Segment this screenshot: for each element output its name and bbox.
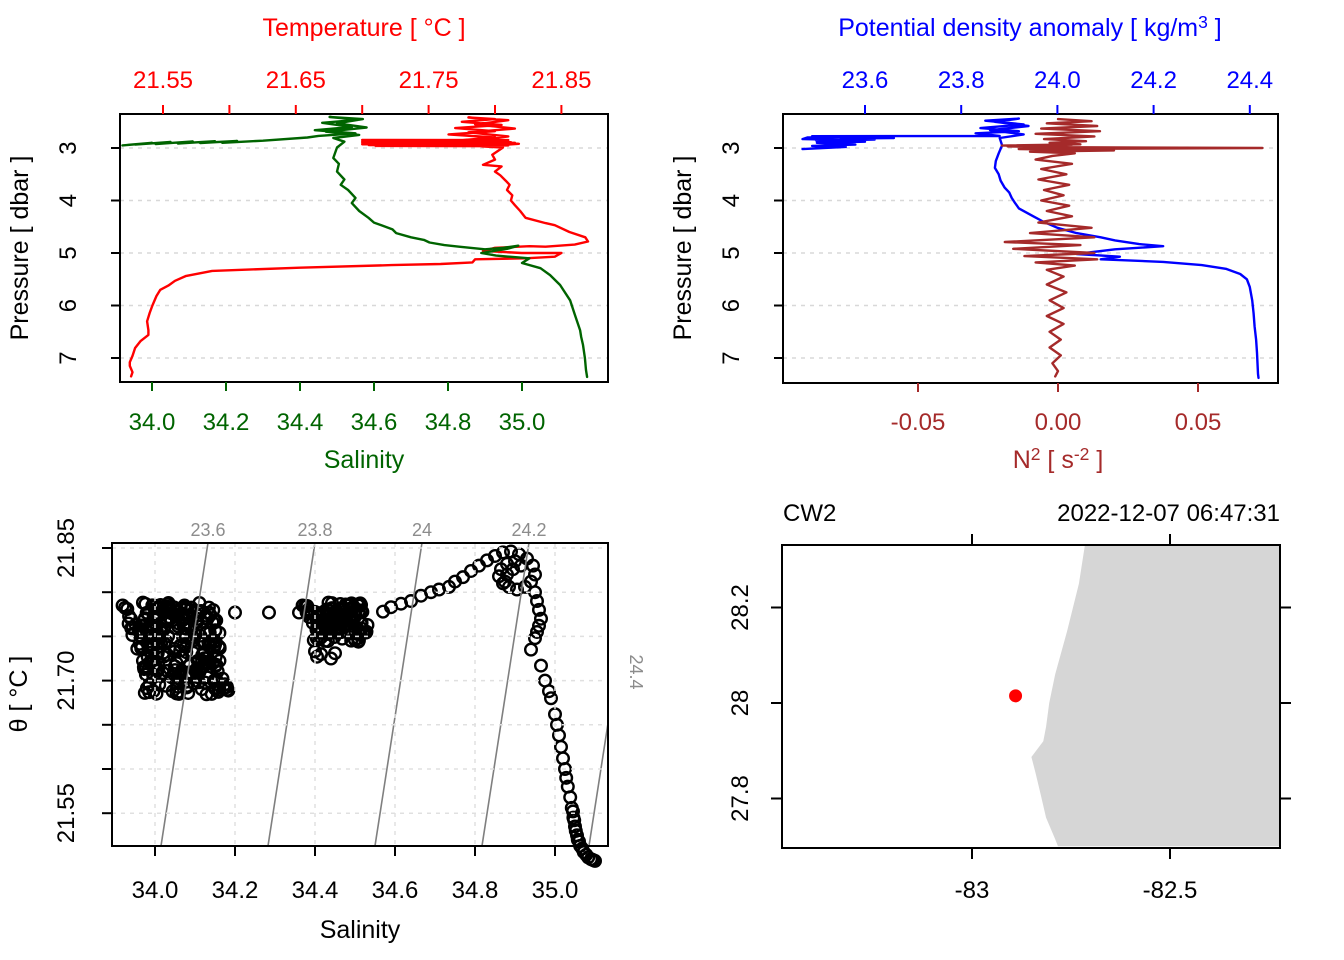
density-profile <box>801 117 1260 380</box>
svg-text:23.8: 23.8 <box>938 67 985 94</box>
svg-text:Pressure [ dbar ]: Pressure [ dbar ] <box>6 156 34 341</box>
n2-profile <box>1000 117 1264 378</box>
svg-text:24.4: 24.4 <box>626 654 646 689</box>
profile-density-n2: 23.6 23.8 24.0 24.2 24.4 -0.05 0.00 0.05 3 4 5 6 7 Po… <box>669 12 1279 474</box>
station-map: -83 -82.5 28.2 28 27.8 CW2 2022-12-07 06:47:31 <box>727 500 1291 904</box>
svg-text:-82.5: -82.5 <box>1143 877 1198 904</box>
svg-text:CW2: CW2 <box>783 500 836 527</box>
svg-text:21.55: 21.55 <box>133 67 193 94</box>
isopycnal-contours <box>160 543 608 846</box>
svg-text:Temperature [ °C ]: Temperature [ °C ] <box>262 14 465 42</box>
svg-text:34.8: 34.8 <box>425 409 472 436</box>
ts-diagram-axis-left: 21.85 21.70 21.55 <box>53 518 112 843</box>
svg-text:24.2: 24.2 <box>511 520 546 540</box>
ts-diagram: 23.6 23.8 24 24.2 24.4 34.0 34.2 34.4 34.6 34.8 35… <box>5 518 646 944</box>
svg-text:34.6: 34.6 <box>372 877 419 904</box>
svg-text:35.0: 35.0 <box>499 409 546 436</box>
svg-text:Salinity: Salinity <box>324 446 405 474</box>
svg-text:0.00: 0.00 <box>1035 409 1082 436</box>
svg-text:21.85: 21.85 <box>53 518 80 578</box>
svg-text:Potential density anomaly [ kg: Potential density anomaly [ kg/m3​ ] <box>838 12 1222 42</box>
land-polygon <box>1031 545 1281 847</box>
svg-text:34.4: 34.4 <box>277 409 324 436</box>
panel-border <box>781 544 1281 849</box>
temperature-profile <box>128 116 590 378</box>
station-map-axis-bottom: -83 -82.5 <box>955 848 1198 904</box>
profile-temperature-salinity-axis-bottom: 34.0 34.2 34.4 34.6 34.8 35.0 <box>129 382 546 436</box>
profile-temperature-salinity-axis-left: 3 4 5 6 7 <box>55 141 120 365</box>
svg-text:2022-12-07 06:47:31: 2022-12-07 06:47:31 <box>1057 500 1280 527</box>
svg-text:34.2: 34.2 <box>212 877 259 904</box>
svg-text:23.8: 23.8 <box>297 520 332 540</box>
svg-text:34.0: 34.0 <box>129 409 176 436</box>
svg-text:34.0: 34.0 <box>132 877 179 904</box>
ts-points <box>201 544 603 868</box>
profile-density-n2-axis-top: 23.6 23.8 24.0 24.2 24.4 <box>842 67 1273 114</box>
svg-text:21.65: 21.65 <box>266 67 326 94</box>
svg-text:24.2: 24.2 <box>1130 67 1177 94</box>
profile-density-n2-axis-bottom: -0.05 0.00 0.05 <box>891 383 1222 436</box>
station-dot <box>1009 689 1023 703</box>
ts-diagram-axis-bottom: 34.0 34.2 34.4 34.6 34.8 35.0 <box>132 846 579 904</box>
svg-text:24.0: 24.0 <box>1034 67 1081 94</box>
svg-text:5: 5 <box>718 246 745 259</box>
svg-text:-0.05: -0.05 <box>891 409 946 436</box>
svg-text:23.6: 23.6 <box>190 520 225 540</box>
svg-text:0.05: 0.05 <box>1175 409 1222 436</box>
profile-temperature-salinity: 21.55 21.65 21.75 21.85 34.0 34.2 34.4 34.6 34.8… <box>6 14 609 474</box>
svg-text:34.2: 34.2 <box>203 409 250 436</box>
salinity-profile <box>121 115 589 379</box>
svg-text:24: 24 <box>412 520 432 540</box>
svg-text:28: 28 <box>727 690 754 717</box>
svg-text:7: 7 <box>55 351 82 364</box>
svg-text:5: 5 <box>55 246 82 259</box>
svg-text:28.2: 28.2 <box>727 584 754 631</box>
station-map-axis-top <box>971 534 1171 545</box>
svg-text:6: 6 <box>55 299 82 312</box>
svg-text:Salinity: Salinity <box>320 916 401 944</box>
svg-text:21.55: 21.55 <box>53 783 80 843</box>
svg-text:27.8: 27.8 <box>727 775 754 822</box>
panel-border <box>119 113 609 383</box>
svg-text:3: 3 <box>55 141 82 154</box>
svg-text:21.75: 21.75 <box>399 67 459 94</box>
station-map-axis-left: 28.2 28 27.8 <box>727 584 782 822</box>
ts-cluster-left <box>115 595 236 702</box>
svg-text:34.8: 34.8 <box>452 877 499 904</box>
station-map-axis-right <box>1280 606 1291 800</box>
panel-border <box>782 113 1279 384</box>
svg-text:N2​ [ s-2​ ]: N2​ [ s-2​ ] <box>1013 444 1104 474</box>
svg-text:34.4: 34.4 <box>292 877 339 904</box>
svg-text:3: 3 <box>718 141 745 154</box>
svg-text:21.70: 21.70 <box>53 651 80 711</box>
svg-text:24.4: 24.4 <box>1226 67 1273 94</box>
profile-density-n2-axis-left: 3 4 5 6 7 <box>718 141 783 365</box>
svg-text:-83: -83 <box>955 877 990 904</box>
svg-text:34.6: 34.6 <box>351 409 398 436</box>
svg-text:35.0: 35.0 <box>532 877 579 904</box>
svg-text:6: 6 <box>718 299 745 312</box>
svg-text:21.85: 21.85 <box>531 67 591 94</box>
ts-cluster-mid <box>295 595 375 649</box>
svg-text:4: 4 <box>718 194 745 207</box>
svg-text:θ [ °C ]: θ [ °C ] <box>5 656 33 733</box>
svg-text:4: 4 <box>55 194 82 207</box>
svg-text:Pressure [ dbar ]: Pressure [ dbar ] <box>669 156 697 341</box>
profile-temperature-salinity-axis-top: 21.55 21.65 21.75 21.85 <box>133 67 591 114</box>
svg-text:23.6: 23.6 <box>842 67 889 94</box>
svg-text:7: 7 <box>718 351 745 364</box>
panel-border <box>111 542 609 847</box>
